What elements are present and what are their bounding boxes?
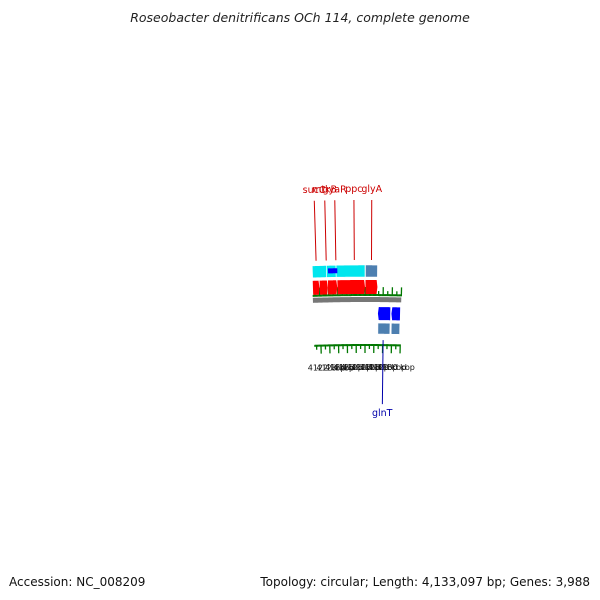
label-leader [324,200,327,261]
scale-label: 4124 kbp [325,363,363,372]
cds-reverse-arrow [377,307,391,321]
gene-label-glyA: glyA [361,184,382,195]
cds-forward-arrow [327,280,338,295]
cds-forward-arrow [337,280,365,295]
cds-forward-arrow [365,280,378,295]
backbone-ring [312,297,402,303]
gene-label-sucC: sucC [303,185,326,196]
backbone [312,297,402,303]
gene-band [365,264,378,278]
accession-label: Accession: NC_008209 [9,575,146,589]
cds-highlight [327,268,338,274]
scale-label: 4122 kbp [308,364,346,373]
gene-track [311,264,378,279]
map-title: Roseobacter denitrificans OCh 114, compl… [130,10,470,25]
scale-label: 4125 kbp [334,363,372,372]
scale-label: 4128 kbp [360,363,398,372]
gene-band [335,264,366,278]
cds-track [312,268,378,295]
scale-label: 4130 kbp [377,363,415,372]
cds-reverse-arrow [391,307,401,321]
inner-ticks [314,344,401,354]
label-leader [381,340,384,405]
label-leader [334,200,337,261]
gene-band [390,322,401,335]
label-leader [313,200,317,261]
gene-band [377,322,391,335]
cds-forward-arrow [312,280,320,295]
scale-label: 4127 kbp [351,363,389,372]
scale-label: 4126 kbp [342,363,380,372]
gene-label-mtkB: mtkB [312,184,337,195]
scale-label: 4123 kbp [316,363,354,372]
gene-band [311,265,327,279]
gene-label-glnT: glnT [372,408,393,419]
cds-forward-arrow [319,280,328,295]
gene-label-ppc: ppc [345,184,362,195]
reverse-track [377,307,401,335]
scale-label: 4129 kbp [369,363,407,372]
gene-label-gyaR: gyaR [323,184,347,195]
topology-summary: Topology: circular; Length: 4,133,097 bp… [260,575,590,589]
